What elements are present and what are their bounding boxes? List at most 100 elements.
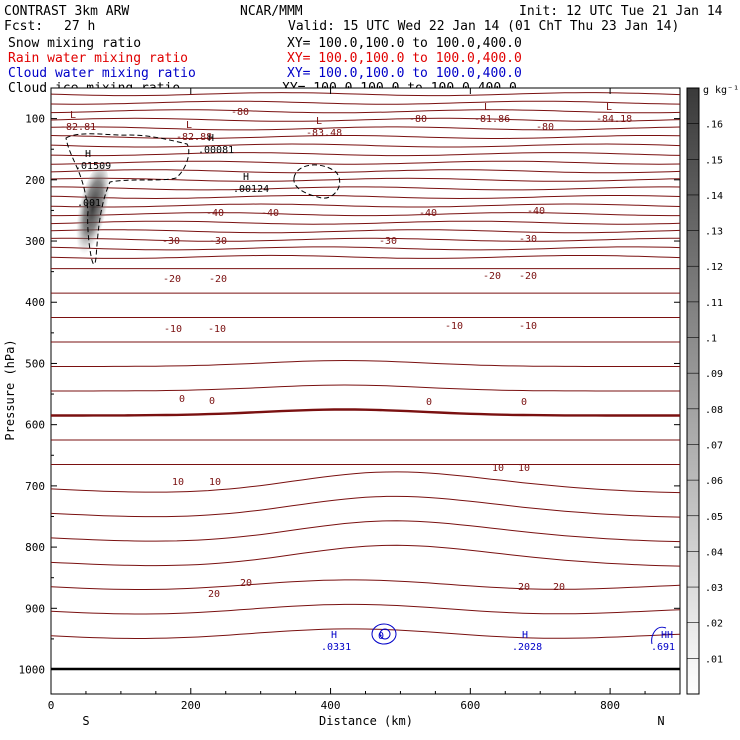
colorbar-tick-label-8: .08 (705, 405, 723, 416)
isotherm-line (51, 384, 680, 392)
isotherm-line (51, 92, 680, 97)
isotherm-line (51, 220, 680, 225)
isotherm-line (51, 495, 680, 518)
extremum-type: L (70, 110, 76, 121)
colorbar-unit: g kg⁻¹ (703, 85, 739, 96)
y-tick-label-4: 500 (25, 357, 45, 370)
y-tick-label-0: 100 (25, 113, 45, 126)
colorbar-tick-label-10: .06 (705, 476, 723, 487)
colorbar-tick-label-3: .13 (705, 227, 723, 238)
field-cloudwater-xy: XY= 100.0,100.0 to 100.0,400.0 (287, 66, 522, 81)
y-tick-label-1: 200 (25, 174, 45, 187)
extremum-type: H (331, 630, 337, 641)
valid-time: Valid: 15 UTC Wed 22 Jan 14 (01 ChT Thu … (288, 19, 679, 34)
x-tick-label-0: 0 (48, 699, 55, 712)
x-tick-label-2: 400 (321, 699, 341, 712)
isotherm-line (51, 544, 680, 567)
y-tick-label-8: 900 (25, 602, 45, 615)
cloud-water-ring-inner (379, 628, 391, 640)
x-axis: 0 200 400 600 800 (48, 88, 646, 712)
isotherm-line (51, 408, 680, 417)
extremum-type: H (85, 149, 91, 160)
colorbar-tick-label-14: .02 (705, 619, 723, 630)
isotherm-line (51, 100, 680, 105)
colorbar-tick-label-9: .07 (705, 440, 723, 451)
isotherm-label: 10 (518, 463, 530, 474)
x-tick-label-1: 200 (181, 699, 201, 712)
cloud-water-label: 0 (378, 631, 384, 642)
colorbar-tick-label-7: .09 (705, 369, 723, 380)
colorbar-tick-label-1: .15 (705, 155, 723, 166)
colorbar: .16 .15 .14 .13 .12 .11 .1 .09 .08 .07 .06 .05 .04 .0… (686, 85, 739, 695)
model-title: CONTRAST 3km ARW (4, 4, 129, 19)
extremum-value: .0331 (321, 642, 351, 653)
isotherm-line (51, 186, 680, 191)
cloud-water-contours (371, 623, 667, 645)
colorbar-tick-label-0: .16 (705, 120, 723, 131)
isotherm-label: 20 (208, 589, 220, 600)
y-tick-label-6: 700 (25, 480, 45, 493)
isotherm-label: 20 (240, 578, 252, 589)
isotherm-line (51, 579, 680, 590)
isotherm-line (51, 237, 680, 242)
isotherm-line (51, 603, 680, 615)
isotherm-line (51, 254, 680, 259)
fcst-value: 27 h (64, 19, 95, 34)
isotherm-line (51, 117, 680, 122)
colorbar-tick-label-5: .11 (705, 298, 723, 309)
field-rain-xy: XY= 100.0,100.0 to 100.0,400.0 (287, 51, 522, 66)
isotherm-label: -10 (445, 321, 463, 332)
colorbar-tick-label-13: .03 (705, 583, 723, 594)
isotherm-line (51, 152, 680, 157)
isotherm-label: 10 (172, 477, 184, 488)
colorbar-bar (686, 87, 700, 695)
extremum-type: H (522, 630, 528, 641)
snow-field (65, 133, 341, 265)
colorbar-tick-label-4: .12 (705, 262, 723, 273)
y-tick-label-5: 600 (25, 419, 45, 432)
colorbar-tick-label-2: .14 (705, 191, 723, 202)
header: CONTRAST 3km ARW Fcst: 27 h NCAR/MMM Ini… (4, 4, 723, 96)
isotherm-label: -40 (261, 208, 279, 219)
isotherm-line (51, 109, 680, 114)
isotherm-line (51, 246, 680, 251)
extremum-type: L (484, 102, 490, 113)
isotherm-label: 20 (553, 582, 565, 593)
isotherm-label: -30 (519, 234, 537, 245)
isotherm-label: -30 (379, 236, 397, 247)
x-tick-label-4: 800 (600, 699, 620, 712)
isotherm-label: -20 (483, 271, 501, 282)
isotherm-line (51, 471, 680, 494)
isotherm-label: -10 (208, 324, 226, 335)
field-rain-name: Rain water mixing ratio (8, 51, 188, 66)
isotherm-label: -10 (519, 321, 537, 332)
y-tick-label-3: 400 (25, 296, 45, 309)
field-snow-xy: XY= 100.0,100.0 to 100.0,400.0 (287, 36, 522, 51)
colorbar-tick-label-15: .01 (705, 654, 723, 665)
snow-dashed-contour-2 (293, 164, 341, 199)
colorbar-tick-label-12: .04 (705, 547, 723, 558)
colorbar-tick-label-11: .05 (705, 512, 723, 523)
isotherm-label: -20 (519, 271, 537, 282)
isotherm-label: -80 (231, 107, 249, 118)
snow-dashed-contour (65, 133, 190, 265)
x-tick-label-3: 600 (460, 699, 480, 712)
isotherm-line (51, 203, 680, 208)
center-title: NCAR/MMM (240, 4, 303, 19)
isotherm-line (51, 135, 680, 139)
isotherm-line (51, 359, 680, 367)
direction-north: N (657, 714, 664, 728)
cloud-water-ring-outer (371, 623, 397, 645)
isotherm-label: -20 (163, 274, 181, 285)
isotherm-label: -30 (209, 236, 227, 247)
isotherm-label: -40 (419, 208, 437, 219)
isotherm-line (51, 143, 680, 148)
isotherm-label: 0 (209, 396, 215, 407)
extremum-type: H (208, 133, 214, 144)
isotherm-label: 10 (492, 463, 504, 474)
plot-area: -80 -80 -80 -40 -40 -40 -40 -30 -30 -30 -30 -20 -20 -… (50, 87, 681, 695)
isotherm-label: -80 (409, 114, 427, 125)
extremum-value: .01509 (75, 161, 111, 172)
init-time: Init: 12 UTC Tue 21 Jan 14 (519, 4, 723, 19)
